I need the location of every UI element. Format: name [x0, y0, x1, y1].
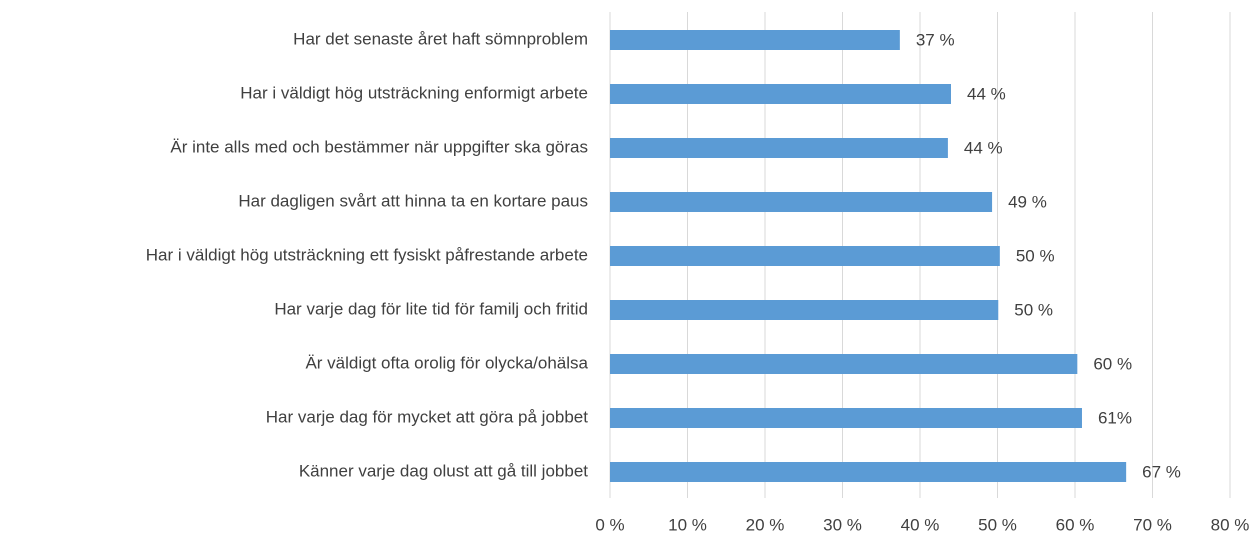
bar [610, 138, 948, 158]
value-label: 50 % [1016, 246, 1055, 265]
y-tick-label: Har i väldigt hög utsträckning ett fysis… [146, 245, 588, 264]
bar [610, 408, 1082, 428]
y-tick-label: Har dagligen svårt att hinna ta en korta… [238, 191, 588, 210]
y-tick-label: Är väldigt ofta orolig för olycka/ohälsa [305, 353, 588, 372]
value-label: 61% [1098, 408, 1132, 427]
bar [610, 246, 1000, 266]
y-tick-label: Har varje dag för lite tid för familj oc… [274, 299, 588, 318]
bar [610, 84, 951, 104]
value-label: 67 % [1142, 462, 1181, 481]
bar [610, 354, 1078, 374]
x-tick-label: 10 % [668, 515, 707, 534]
y-tick-label: Har i väldigt hög utsträckning enformigt… [240, 83, 588, 102]
x-tick-label: 0 % [595, 515, 624, 534]
x-tick-label: 70 % [1133, 515, 1172, 534]
value-label: 37 % [916, 30, 955, 49]
x-tick-label: 20 % [746, 515, 785, 534]
value-label: 49 % [1008, 192, 1047, 211]
bar [610, 30, 900, 50]
x-tick-label: 50 % [978, 515, 1017, 534]
x-tick-label: 60 % [1056, 515, 1095, 534]
x-tick-label: 30 % [823, 515, 862, 534]
bar [610, 462, 1127, 482]
value-label: 50 % [1014, 300, 1053, 319]
y-tick-label: Har varje dag för mycket att göra på job… [266, 407, 588, 426]
value-label: 60 % [1093, 354, 1132, 373]
x-tick-label: 40 % [901, 515, 940, 534]
x-tick-label: 80 % [1211, 515, 1250, 534]
y-tick-label: Är inte alls med och bestämmer när uppgi… [170, 137, 588, 156]
y-tick-label: Har det senaste året haft sömnproblem [293, 29, 588, 48]
bar [610, 192, 993, 212]
y-tick-label: Känner varje dag olust att gå till jobbe… [299, 461, 588, 480]
bar [610, 300, 999, 320]
value-label: 44 % [967, 84, 1006, 103]
value-label: 44 % [964, 138, 1003, 157]
